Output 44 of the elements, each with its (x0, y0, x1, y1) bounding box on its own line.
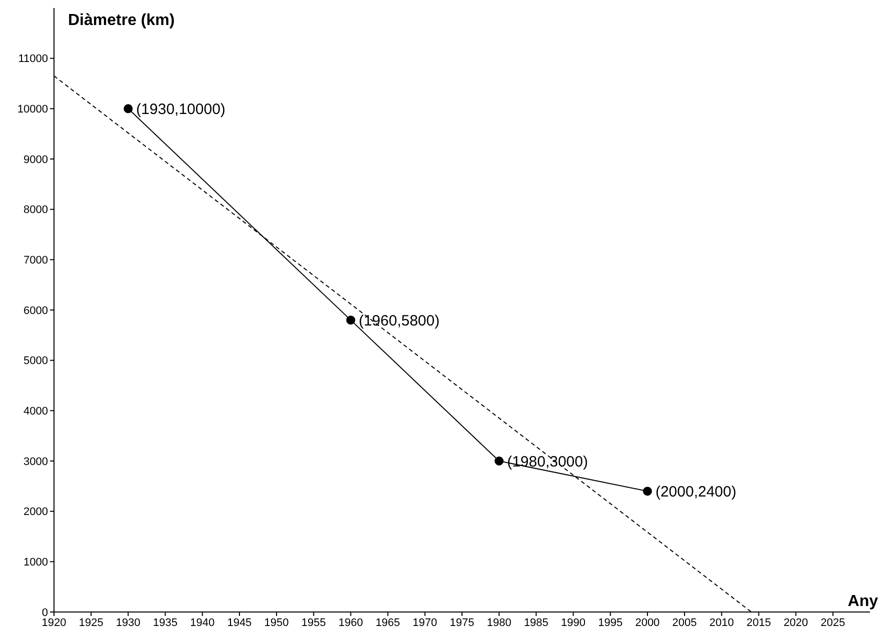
x-tick-label: 1990 (561, 616, 586, 629)
point (494, 456, 504, 466)
x-tick-label: 1935 (153, 616, 178, 629)
y-tick-label: 1000 (24, 556, 48, 569)
y-tick-label: 5000 (24, 355, 48, 368)
x-tick-label: 1975 (450, 616, 474, 629)
x-tick-label: 1950 (264, 616, 289, 629)
y-tick-label: 9000 (24, 154, 48, 166)
y-tick-label: 2000 (24, 506, 48, 518)
annotation: (1960,5800) (358, 312, 440, 330)
x-tick-label: 1930 (116, 616, 140, 629)
point (124, 104, 133, 114)
point (642, 486, 652, 496)
annotation: (1980,3000) (507, 453, 588, 470)
x-tick-label: 1985 (524, 616, 548, 629)
x-tick-label: 1960 (338, 616, 363, 629)
y-tick-label: 3000 (24, 456, 48, 468)
annotation: (1930,10000) (136, 100, 226, 118)
x-axis-title: Any (848, 593, 878, 611)
y-tick-label: 8000 (24, 204, 48, 216)
y-tick-label: 0 (42, 606, 48, 619)
x-tick-label: 1955 (301, 616, 326, 629)
x-tick-label: 1995 (598, 616, 623, 629)
x-tick-label: 2025 (820, 616, 846, 629)
x-tick-label: 1925 (78, 616, 104, 629)
y-tick-label: 10000 (17, 104, 48, 116)
x-tick-label: 2020 (784, 616, 808, 629)
y-tick-label: 4000 (24, 406, 48, 418)
x-tick-label: 2015 (746, 616, 771, 629)
annotation: (2000,2400) (655, 484, 736, 501)
x-tick-label: 1940 (190, 616, 215, 629)
y-axis-title: Diàmetre (km) (68, 12, 175, 30)
x-tick-label: 1945 (227, 616, 252, 629)
y-tick-label: 6000 (24, 304, 48, 317)
x-tick-label: 1965 (376, 616, 400, 629)
x-tick-label: 1980 (486, 616, 512, 629)
x-tick-label: 1970 (412, 616, 438, 629)
point (346, 316, 356, 325)
y-tick-label: 7000 (24, 254, 48, 267)
x-tick-label: 1920 (42, 616, 66, 629)
x-tick-label: 2000 (635, 616, 660, 629)
y-tick-label: 11000 (18, 53, 48, 66)
x-tick-label: 2010 (709, 616, 734, 629)
x-tick-label: 2005 (672, 616, 697, 629)
